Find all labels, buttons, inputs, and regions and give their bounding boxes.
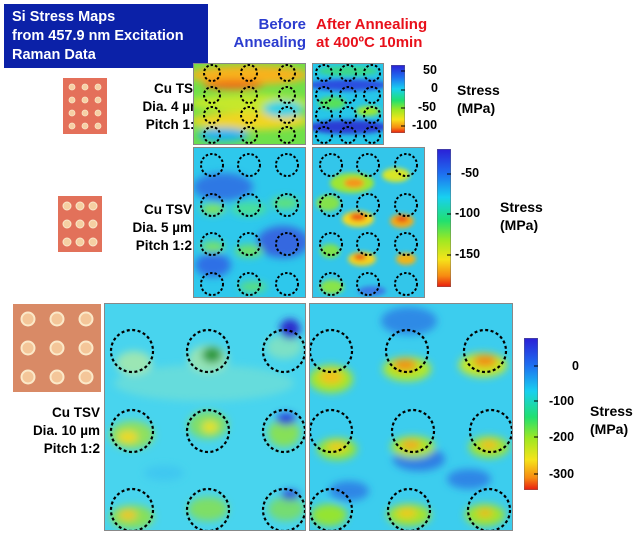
before-annealing-header: Before Annealing bbox=[233, 16, 306, 51]
colorbar-4um-tick-neg50: -50 bbox=[418, 100, 437, 114]
title-line-2: from 457.9 nm Excitation bbox=[12, 28, 184, 44]
colorbar-4um-tick-neg100: -100 bbox=[412, 118, 438, 132]
tsv-photo-4um bbox=[63, 78, 107, 134]
colorbar-10um-tick-neg200: -200 bbox=[549, 430, 575, 444]
colorbar-5um-tick-neg100: -100 bbox=[455, 206, 481, 220]
row-label-10um: Cu TSV Dia. 10 µm Pitch 1:2 bbox=[32, 405, 100, 456]
stress-map-10um-before bbox=[104, 303, 306, 531]
row-label-4um: Cu TSV Dia. 4 µm Pitch 1:2 bbox=[142, 81, 202, 132]
stress-map-4um-after bbox=[312, 63, 384, 145]
stress-map-5um-after bbox=[312, 147, 425, 298]
colorbar-5um-tick-neg150: -150 bbox=[455, 247, 481, 261]
stress-label-5um: Stress (MPa) bbox=[500, 199, 543, 233]
tsv-photo-10um bbox=[13, 304, 101, 392]
colorbar-4um-tick-50: 50 bbox=[423, 63, 437, 77]
colorbar-10um bbox=[524, 338, 538, 490]
after-annealing-header: After Annealing at 400ºC 10min bbox=[316, 16, 428, 51]
colorbar-10um-tick-neg100: -100 bbox=[549, 394, 575, 408]
colorbar-4um bbox=[391, 65, 405, 133]
stress-label-4um: Stress (MPa) bbox=[457, 82, 500, 116]
colorbar-10um-tick-0: 0 bbox=[572, 359, 579, 373]
stress-label-10um: Stress (MPa) bbox=[590, 403, 633, 437]
colorbar-4um-tick-0: 0 bbox=[431, 81, 438, 95]
title-line-1: Si Stress Maps bbox=[12, 9, 116, 25]
stress-map-4um-before bbox=[193, 63, 306, 145]
stress-map-5um-before bbox=[193, 147, 306, 298]
colorbar-5um-tick-neg50: -50 bbox=[461, 166, 480, 180]
colorbar-10um-tick-neg300: -300 bbox=[549, 467, 575, 481]
tsv-photo-5um bbox=[58, 196, 102, 252]
stress-map-10um-after bbox=[309, 303, 513, 531]
title-box: Si Stress Maps from 457.9 nm Excitation … bbox=[4, 4, 208, 68]
row-label-5um: Cu TSV Dia. 5 µm Pitch 1:2 bbox=[132, 202, 192, 253]
title-line-3: Raman Data bbox=[12, 47, 96, 63]
colorbar-5um bbox=[437, 149, 451, 287]
